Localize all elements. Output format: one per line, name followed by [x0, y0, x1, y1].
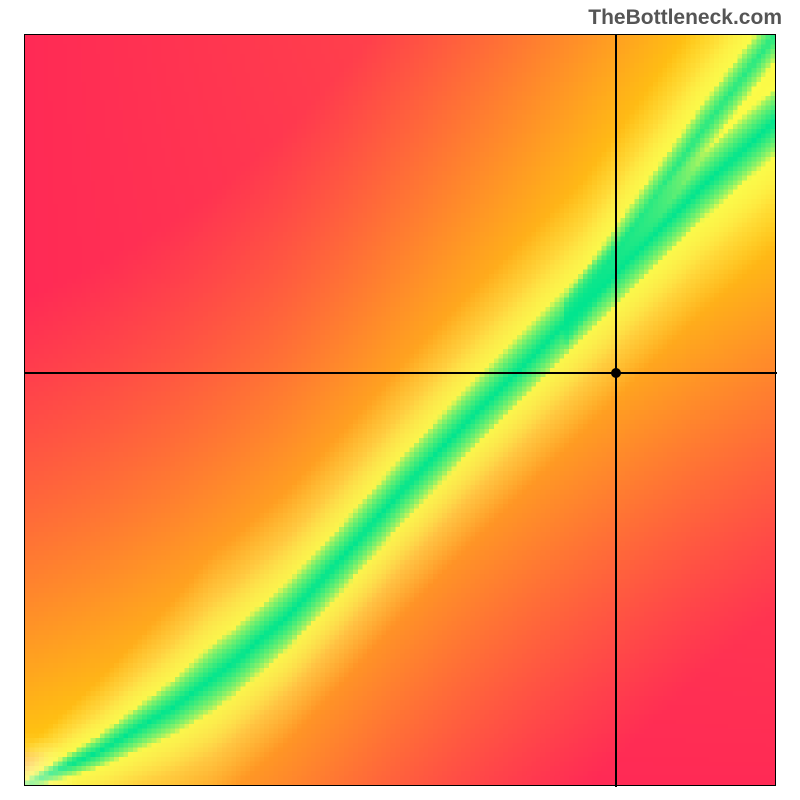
- crosshair-horizontal: [25, 372, 777, 374]
- heatmap-plot-area: [24, 34, 776, 786]
- crosshair-marker-dot: [611, 368, 621, 378]
- attribution-watermark: TheBottleneck.com: [588, 6, 782, 30]
- crosshair-vertical: [615, 35, 617, 787]
- heatmap-canvas: [25, 35, 775, 785]
